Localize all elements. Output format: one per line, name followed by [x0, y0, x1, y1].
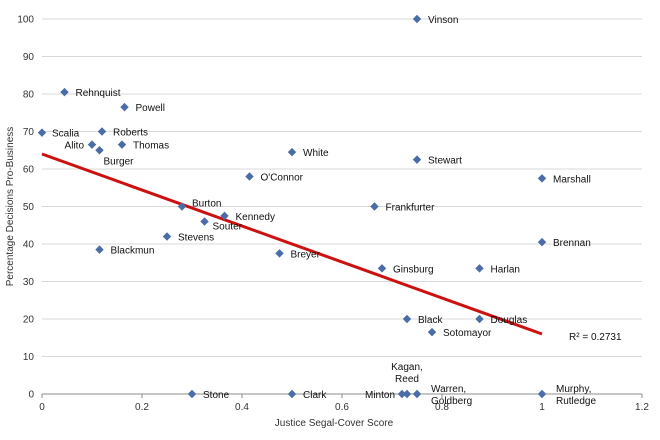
point-label: Kagan, Reed [391, 362, 423, 385]
data-point [220, 211, 229, 221]
point-label: Powell [136, 103, 165, 114]
data-point [412, 14, 422, 24]
data-point [397, 389, 407, 399]
data-point [117, 140, 127, 149]
point-label: Scalia [52, 129, 80, 140]
point-label: Blackmun [111, 246, 155, 257]
y-tick-label: 20 [23, 315, 35, 326]
y-tick-label: 90 [23, 52, 35, 63]
data-point [427, 327, 437, 337]
point-label: Sotomayor [443, 328, 492, 339]
x-tick-label: 1.2 [635, 402, 649, 413]
data-point [275, 249, 284, 258]
point-label: Alito [65, 141, 85, 152]
point-label: Harlan [491, 264, 520, 275]
x-tick-label: 0.8 [435, 402, 449, 413]
data-point [87, 140, 97, 149]
x-tick-label: 0.6 [335, 402, 349, 413]
point-label: Vinson [428, 15, 458, 26]
x-tick-label: 0 [39, 402, 45, 413]
point-label: Burton [192, 199, 221, 210]
x-tick-label: 0.2 [135, 402, 149, 413]
point-label: Stevens [178, 233, 214, 244]
point-label: Frankfurter [386, 203, 436, 214]
data-point [97, 127, 107, 136]
linear-trendline [41, 152, 543, 336]
x-tick-label: 0.4 [235, 402, 249, 413]
point-label: White [303, 148, 329, 159]
y-tick-label: 10 [23, 352, 35, 363]
data-points [37, 14, 547, 399]
y-axis-title: Percentage Decisions Pro-Business [5, 127, 16, 287]
y-tick-label: 100 [17, 15, 34, 26]
point-label: Black [418, 315, 443, 326]
data-point [37, 128, 47, 137]
point-labels: Vinson Rehnquist Powell Scalia Roberts Alito T… [52, 15, 596, 407]
data-point [95, 245, 104, 254]
data-point [177, 202, 187, 211]
data-point [60, 87, 69, 97]
data-point [402, 314, 412, 324]
point-label: Thomas [133, 141, 169, 152]
data-point [537, 389, 547, 399]
data-point [537, 174, 547, 183]
point-label: Rehnquist [76, 88, 121, 99]
point-label: Ginsburg [393, 264, 434, 275]
data-point [537, 237, 547, 247]
y-tick-label: 0 [28, 390, 34, 401]
point-label: Souter [213, 222, 243, 233]
x-tick-label: 1 [539, 402, 545, 413]
data-point [287, 389, 297, 399]
point-label: Stewart [428, 156, 462, 167]
data-point [120, 102, 129, 112]
point-label: Clark [303, 390, 327, 401]
point-label: Burger [104, 156, 135, 167]
data-point [200, 217, 209, 226]
point-label: Stone [203, 390, 230, 401]
data-point [95, 146, 104, 155]
point-label: Brennan [553, 238, 591, 249]
y-tick-label: 50 [23, 202, 35, 213]
data-point [475, 264, 484, 273]
data-point [402, 389, 412, 399]
trendline-layer [41, 152, 543, 336]
point-label: Roberts [113, 128, 148, 139]
y-tick-label: 80 [23, 90, 35, 101]
data-point [187, 389, 197, 399]
y-tick-label: 70 [23, 127, 35, 138]
y-tick-label: 60 [23, 165, 35, 176]
data-point [377, 264, 387, 273]
point-label: Douglas [491, 315, 528, 326]
point-label: Breyer [291, 249, 321, 260]
axes: 0 10 20 30 40 50 60 70 80 90 100 0 0.2 0.4 0.6 0.8 1 1.2 [17, 15, 649, 414]
y-tick-label: 30 [23, 277, 35, 288]
point-label: O'Connor [261, 173, 304, 184]
data-point [245, 172, 254, 181]
data-point [475, 314, 484, 324]
point-label: Murphy, Rutledge [556, 384, 596, 407]
data-point [412, 389, 422, 399]
data-point [162, 232, 172, 241]
point-label: Minton [365, 390, 395, 401]
data-point [412, 155, 422, 164]
r-squared-label: R² = 0.2731 [569, 332, 622, 343]
x-axis-title: Justice Segal-Cover Score [275, 418, 394, 429]
y-tick-label: 40 [23, 240, 35, 251]
gridlines [42, 18, 642, 395]
data-point [287, 147, 297, 157]
data-point [370, 202, 379, 211]
point-label: Marshall [553, 174, 591, 185]
point-label: Kennedy [236, 212, 275, 223]
point-label: Warren, Goldberg [431, 384, 472, 407]
